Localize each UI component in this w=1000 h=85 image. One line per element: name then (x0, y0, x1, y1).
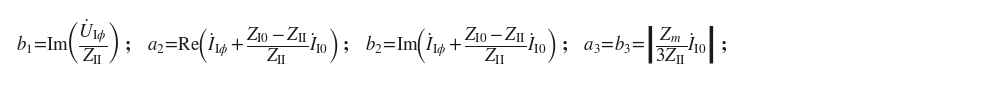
Text: $b_1\!=\!\mathrm{Im}\!\left(\dfrac{\dot{U}_{\mathrm{I}\phi}}{Z_{\mathrm{II}}}\ri: $b_1\!=\!\mathrm{Im}\!\left(\dfrac{\dot{… (16, 18, 727, 67)
